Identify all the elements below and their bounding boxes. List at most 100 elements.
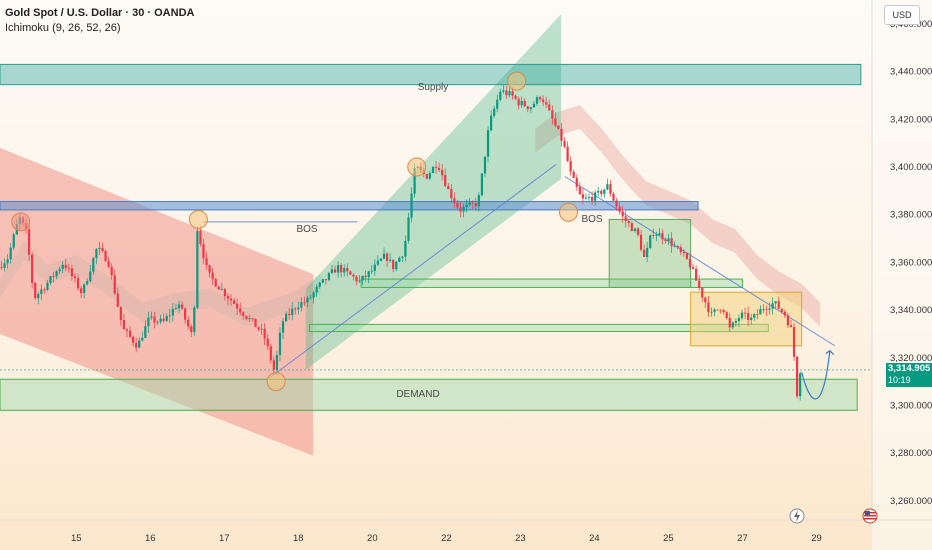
candle-body	[37, 293, 40, 299]
candle-body	[110, 266, 113, 276]
candle-body	[511, 91, 514, 96]
candle-body	[162, 318, 165, 321]
candle-body	[116, 293, 119, 307]
candle-body	[606, 184, 609, 190]
candle-body	[578, 186, 581, 195]
candle-body	[95, 249, 98, 259]
candle-body	[284, 313, 288, 322]
us-flag-icon[interactable]	[862, 508, 878, 524]
candlesticks	[0, 85, 802, 401]
price-axis-panel[interactable]	[872, 0, 932, 550]
trendline-0[interactable]	[270, 164, 557, 378]
candle-body	[83, 284, 86, 293]
candle-body	[477, 195, 480, 207]
candle-body	[138, 340, 141, 348]
trendline-1[interactable]	[564, 176, 836, 347]
candle-body	[330, 269, 334, 273]
price-tick-label: 3,440.000	[890, 67, 932, 78]
candle-body	[232, 300, 236, 304]
zone-box_yellow-6[interactable]	[690, 291, 803, 347]
candle-body	[288, 313, 291, 316]
price-tick-label: 3,260.000	[890, 496, 932, 507]
candle-body	[434, 166, 438, 168]
candle-body	[9, 247, 12, 260]
indicator-label[interactable]: Ichimoku (9, 26, 52, 26)	[5, 22, 121, 34]
lightning-icon[interactable]	[789, 508, 805, 524]
zone-level-3[interactable]	[360, 278, 743, 288]
candle-body	[545, 102, 548, 105]
candle-body	[104, 250, 107, 262]
candle-body	[3, 263, 6, 268]
candle-body	[208, 265, 211, 273]
bar-countdown: 10:19	[888, 375, 911, 385]
symbol-title[interactable]: Gold Spot / U.S. Dollar · 30 · OANDA	[5, 7, 195, 19]
candle-body	[211, 272, 214, 279]
candle-body	[502, 90, 505, 92]
candle-body	[737, 318, 741, 321]
candle-body	[441, 169, 444, 176]
candle-body	[122, 320, 126, 330]
currency-button[interactable]: USD	[884, 5, 920, 25]
candle-body	[79, 288, 83, 293]
candle-body	[214, 278, 217, 287]
candle-body	[719, 309, 722, 311]
candle-body	[153, 316, 156, 323]
candle-body	[486, 130, 490, 157]
candle-body	[569, 160, 572, 172]
zone-box_green-5[interactable]	[608, 218, 692, 288]
candle-body	[300, 302, 303, 308]
candle-body	[768, 308, 771, 310]
candle-body	[792, 327, 796, 357]
candle-body	[125, 329, 129, 331]
candle-body	[597, 190, 600, 193]
time-tick-label: 18	[293, 533, 304, 544]
projection-arrowhead[interactable]	[825, 349, 835, 356]
candle-body	[538, 97, 542, 100]
candle-body	[174, 308, 178, 310]
candle-body	[444, 175, 447, 186]
candle-body	[272, 360, 275, 370]
zones[interactable]	[0, 63, 862, 411]
candle-body	[248, 318, 251, 320]
candle-body	[49, 276, 52, 283]
zone-supply-0[interactable]	[0, 63, 862, 86]
price-tick-label: 3,340.000	[890, 305, 932, 316]
candle-body	[673, 245, 676, 247]
zone-bos-1[interactable]	[0, 201, 699, 211]
candle-body	[526, 106, 529, 110]
candle-body	[306, 297, 309, 303]
candle-body	[609, 184, 612, 194]
candle-body	[260, 328, 263, 330]
candle-body	[590, 197, 594, 201]
candle-body	[144, 326, 147, 338]
candle-body	[361, 275, 364, 281]
zone-demand-2[interactable]	[0, 378, 858, 411]
candle-body	[40, 289, 43, 294]
projection-arrow[interactable]	[801, 350, 831, 400]
candle-body	[70, 268, 74, 277]
candle-body	[376, 260, 379, 265]
candle-body	[425, 173, 428, 179]
zone-labels: Supply BOS BOS DEMAND	[296, 82, 602, 400]
time-tick-label: 27	[737, 533, 748, 544]
candle-body	[89, 271, 92, 282]
candle-body	[156, 321, 159, 323]
candle-body	[594, 192, 597, 201]
candle-body	[655, 235, 658, 236]
time-tick-label: 23	[515, 533, 526, 544]
candle-body	[747, 313, 750, 320]
candle-body	[303, 302, 306, 304]
candle-body	[514, 95, 517, 99]
candle-body	[281, 321, 285, 333]
candle-body	[27, 229, 31, 255]
price-tick-label: 3,320.000	[890, 353, 932, 364]
candle-body	[649, 235, 652, 249]
candle-body	[722, 310, 725, 313]
candle-body	[294, 308, 297, 310]
swing-point-marker-0	[11, 212, 31, 232]
candle-body	[462, 207, 465, 212]
candle-body	[621, 211, 624, 217]
trendlines[interactable]	[0, 164, 872, 400]
